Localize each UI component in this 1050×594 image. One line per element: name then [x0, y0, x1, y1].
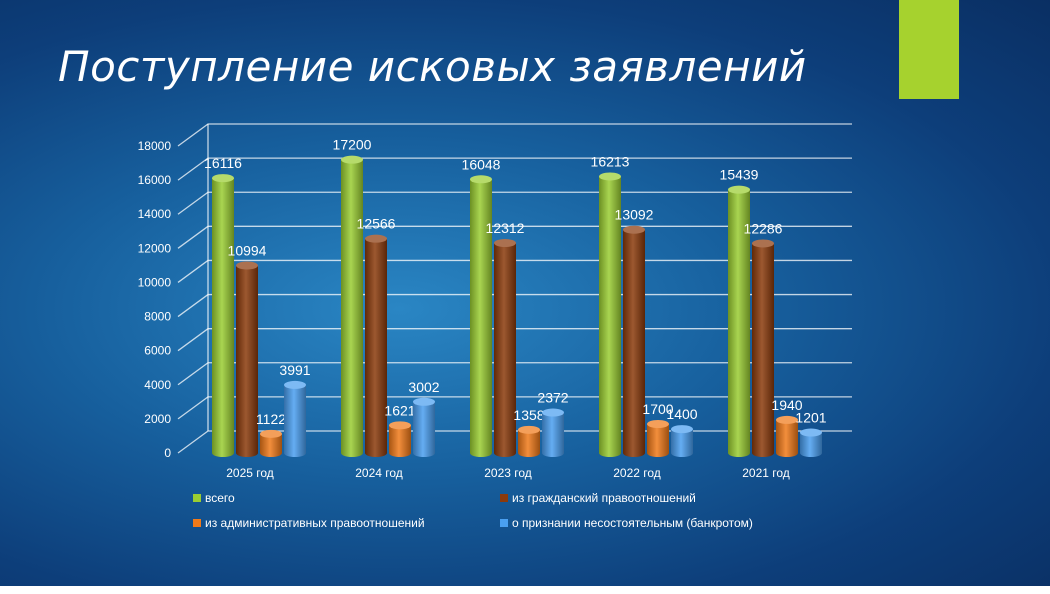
x-category-label: 2022 год	[613, 466, 661, 480]
y-tick-label: 14000	[138, 207, 172, 221]
data-label: 1700	[642, 401, 673, 417]
legend-label-administrative: из административных правоотношений	[205, 516, 425, 530]
legend-label-total: всего	[205, 491, 235, 505]
data-label: 1400	[666, 406, 697, 422]
y-tick-label: 16000	[138, 173, 172, 187]
data-label: 2372	[537, 390, 568, 406]
data-label: 16213	[591, 153, 630, 169]
bar-bankruptcy-2	[542, 408, 564, 457]
bar-total-0	[212, 174, 234, 457]
bar-administrative-2	[518, 425, 540, 457]
gridline	[177, 191, 852, 215]
data-label: 3002	[408, 379, 439, 395]
bar-civil-2	[494, 239, 516, 457]
gridline	[177, 123, 852, 147]
bottom-strip	[0, 586, 1050, 594]
data-label: 1940	[771, 397, 802, 413]
data-label: 15439	[720, 167, 759, 183]
bar-bankruptcy-3	[671, 425, 693, 457]
legend-swatch-bankruptcy	[500, 519, 508, 527]
y-tick-label: 2000	[144, 412, 171, 426]
bar-total-1	[341, 155, 363, 457]
bar-administrative-0	[260, 429, 282, 457]
y-tick-label: 12000	[138, 241, 172, 255]
bar-civil-3	[623, 225, 645, 457]
bar-civil-1	[365, 234, 387, 457]
y-tick-label: 6000	[144, 344, 171, 358]
bar-total-3	[599, 172, 621, 457]
y-tick-label: 18000	[138, 139, 172, 153]
data-label: 16048	[462, 156, 501, 172]
legend-item-bankruptcy: о признании несостоятельным (банкротом)	[500, 516, 753, 530]
data-label: 1358	[513, 407, 544, 423]
bar-administrative-4	[776, 415, 798, 457]
data-label: 12566	[357, 216, 396, 232]
data-label: 1122	[256, 411, 286, 427]
bar-administrative-1	[389, 421, 411, 457]
x-category-label: 2023 год	[484, 466, 532, 480]
x-category-label: 2024 год	[355, 466, 403, 480]
data-label: 3991	[279, 362, 310, 378]
legend-label-civil: из гражданский правоотношений	[512, 491, 696, 505]
data-label: 17200	[333, 137, 372, 153]
y-tick-label: 10000	[138, 275, 172, 289]
legend-swatch-civil	[500, 494, 508, 502]
legend-item-total: всего	[193, 491, 235, 505]
x-category-label: 2025 год	[226, 466, 274, 480]
data-label: 1621	[384, 402, 415, 418]
data-label: 10994	[228, 242, 267, 258]
y-tick-label: 4000	[144, 378, 171, 392]
legend-label-bankruptcy: о признании несостоятельным (банкротом)	[512, 516, 753, 530]
data-label: 12286	[744, 220, 783, 236]
legend-swatch-administrative	[193, 519, 201, 527]
bar-total-2	[470, 175, 492, 457]
bar-civil-4	[752, 239, 774, 457]
y-tick-label: 8000	[144, 310, 171, 324]
bar-civil-0	[236, 261, 258, 457]
bar-bankruptcy-4	[800, 428, 822, 457]
legend-item-civil: из гражданский правоотношений	[500, 491, 696, 505]
legend-swatch-total	[193, 494, 201, 502]
bar-bankruptcy-0	[284, 380, 306, 457]
x-category-label: 2021 год	[742, 466, 790, 480]
legend-item-administrative: из административных правоотношений	[193, 516, 425, 530]
accent-block	[899, 0, 959, 99]
data-label: 12312	[486, 220, 525, 236]
y-tick-label: 0	[164, 446, 171, 460]
data-label: 16116	[204, 155, 242, 171]
bar-bankruptcy-1	[413, 397, 435, 457]
bar-total-4	[728, 185, 750, 458]
data-label: 13092	[615, 207, 654, 223]
data-label: 1201	[795, 410, 826, 426]
bar-administrative-3	[647, 420, 669, 457]
slide-title: Поступление исковых заявлений	[58, 42, 807, 91]
